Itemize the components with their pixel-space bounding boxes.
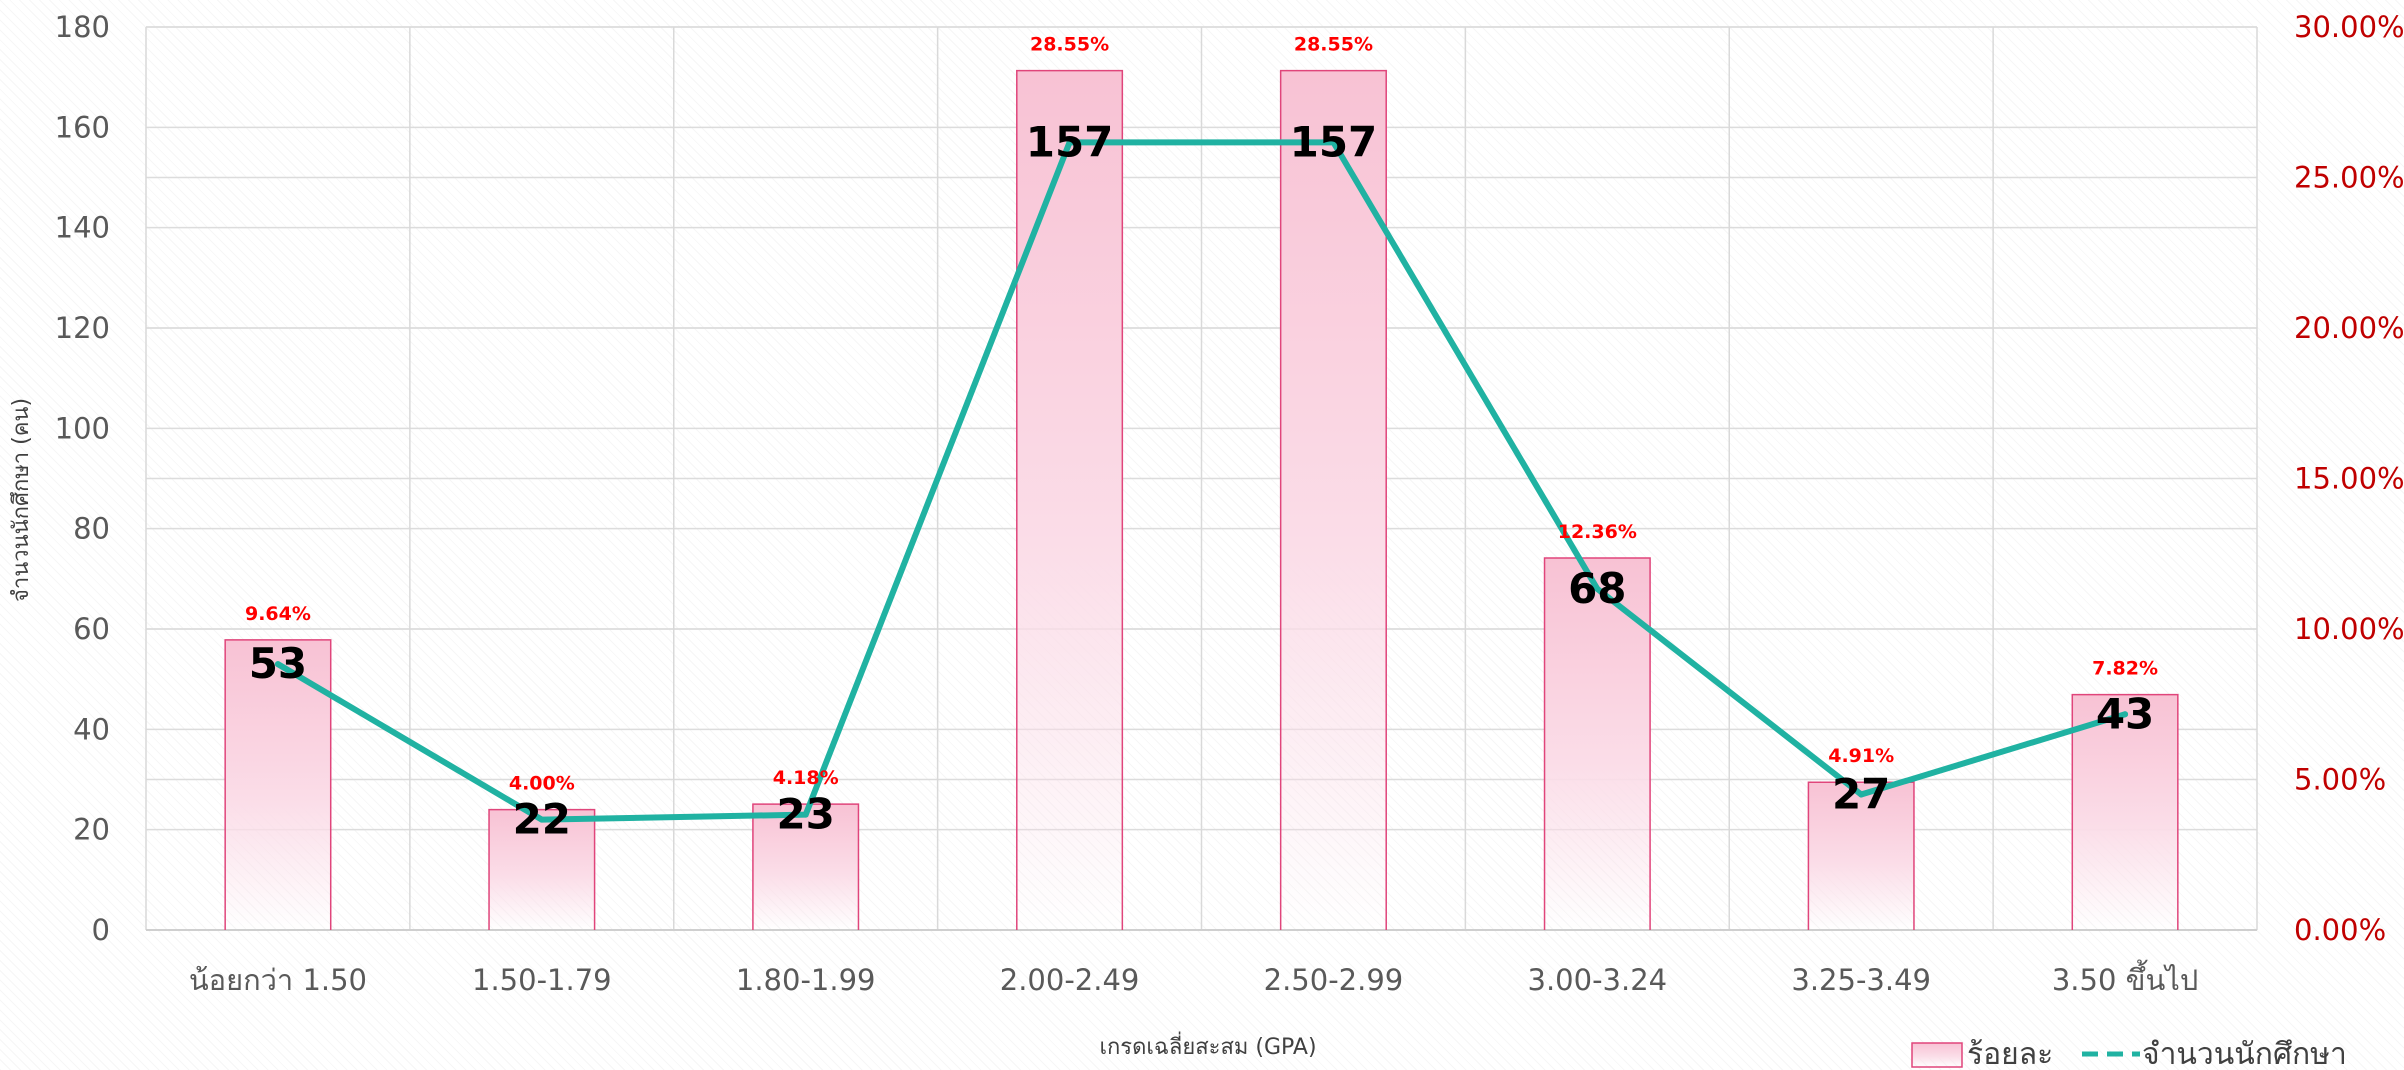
y2-tick-label: 20.00% xyxy=(2294,311,2404,345)
line-value-label: 43 xyxy=(2096,689,2154,738)
legend-swatch-bar xyxy=(1911,1042,1963,1068)
x-tick-label: 2.50-2.99 xyxy=(1264,963,1404,997)
line-data-labels: 53 22 23 157 157 68 27 43 xyxy=(249,117,2155,843)
y-tick-label: 160 xyxy=(55,110,110,144)
line-point xyxy=(802,811,809,818)
x-tick-label: 2.00-2.49 xyxy=(1000,963,1140,997)
bar-value-label: 28.55% xyxy=(1030,34,1109,56)
x-tick-label: น้อยกว่า 1.50 xyxy=(189,963,367,997)
y-axis-left-ticks: 0 20 40 60 80 100 120 140 160 180 xyxy=(55,10,110,947)
bar-outline xyxy=(2071,693,2179,930)
y-tick-label: 0 xyxy=(92,913,110,947)
y-tick-label: 60 xyxy=(73,612,110,646)
bar xyxy=(2072,694,2178,930)
bar-value-label: 12.36% xyxy=(1558,521,1637,543)
y-tick-label: 180 xyxy=(55,10,110,44)
x-tick-label: 3.25-3.49 xyxy=(1791,963,1931,997)
y-tick-label: 120 xyxy=(55,311,110,345)
bar-value-label: 4.91% xyxy=(1828,745,1894,767)
line-point xyxy=(2122,711,2129,718)
bar xyxy=(752,804,859,930)
line-point xyxy=(1594,585,1601,592)
line-point xyxy=(1858,791,1865,798)
bar xyxy=(1808,782,1914,930)
line-series xyxy=(274,139,2129,823)
y-tick-label: 40 xyxy=(73,712,110,746)
bar-data-labels: 9.64% 4.00% 4.18% 28.55% 28.55% 12.36% 4.91% 7.… xyxy=(245,34,2158,795)
line-value-label: 157 xyxy=(1026,117,1114,166)
x-tick-label: 1.80-1.99 xyxy=(736,963,876,997)
y-axis-title: จำนวนนักศึกษา (คน) xyxy=(9,398,34,602)
line-value-label: 53 xyxy=(249,639,307,688)
bar-outline xyxy=(224,639,332,930)
bar-outline xyxy=(1543,557,1651,930)
line-point xyxy=(274,661,281,668)
bar-outline xyxy=(1807,781,1915,930)
y2-tick-label: 0.00% xyxy=(2294,913,2386,947)
bar-value-label: 4.18% xyxy=(773,767,839,789)
line-point xyxy=(538,816,545,823)
bar xyxy=(1544,557,1651,930)
y-tick-label: 140 xyxy=(55,211,110,245)
bar-outline xyxy=(488,808,596,930)
legend-label-line: จำนวนนักศึกษา xyxy=(2142,1037,2347,1070)
bar-value-label: 4.00% xyxy=(509,773,575,795)
line-point xyxy=(1330,139,1337,146)
line-value-label: 22 xyxy=(513,795,571,844)
line-value-label: 157 xyxy=(1290,117,1378,166)
line-point xyxy=(1066,139,1073,146)
line-value-label: 23 xyxy=(776,790,834,839)
y-tick-label: 80 xyxy=(73,512,110,546)
bar-outline xyxy=(752,803,860,930)
x-tick-label: 3.00-3.24 xyxy=(1528,963,1668,997)
y-tick-label: 100 xyxy=(55,411,110,445)
bar xyxy=(489,809,595,930)
series-line xyxy=(274,139,2129,823)
y2-tick-label: 30.00% xyxy=(2294,10,2404,44)
bar-value-label: 7.82% xyxy=(2092,658,2158,680)
legend: ร้อยละ จำนวนนักศึกษา xyxy=(1911,1037,2347,1070)
x-tick-label: 3.50 ขึ้นไป xyxy=(2052,959,2198,997)
bar xyxy=(1016,70,1123,930)
bar xyxy=(1280,70,1387,930)
legend-label-bar: ร้อยละ xyxy=(1967,1037,2053,1070)
y2-tick-label: 25.00% xyxy=(2294,161,2404,195)
x-tick-label: 1.50-1.79 xyxy=(472,963,612,997)
line-value-label: 27 xyxy=(1832,770,1890,819)
bar-outline xyxy=(1279,69,1387,930)
y-tick-label: 20 xyxy=(73,813,110,847)
bar-series xyxy=(224,69,2179,930)
y2-tick-label: 10.00% xyxy=(2294,612,2404,646)
x-axis-title: เกรดเฉลี่ยสะสม (GPA) xyxy=(1099,1031,1316,1060)
bar-outline xyxy=(1016,69,1124,930)
line-value-label: 68 xyxy=(1568,564,1626,613)
y2-tick-label: 15.00% xyxy=(2294,462,2404,496)
y2-tick-label: 5.00% xyxy=(2294,763,2386,797)
x-axis-ticks: น้อยกว่า 1.50 1.50-1.79 1.80-1.99 2.00-2.49… xyxy=(189,959,2198,997)
y-axis-right-ticks: 0.00% 5.00% 10.00% 15.00% 20.00% 25.00% 30.00% xyxy=(2294,10,2404,947)
bar-value-label: 9.64% xyxy=(245,603,311,625)
bar-value-label: 28.55% xyxy=(1294,34,1373,56)
